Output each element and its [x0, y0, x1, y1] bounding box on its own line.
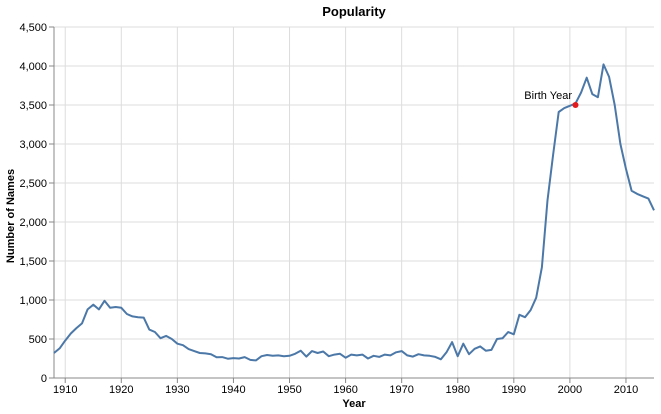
x-tick-label: 1940: [221, 384, 245, 396]
y-tick-label: 4,500: [19, 22, 47, 34]
y-tick-label: 3,500: [19, 100, 47, 112]
x-tick-label: 1970: [389, 384, 413, 396]
x-tick-label: 1990: [502, 384, 526, 396]
chart-title: Popularity: [322, 4, 386, 19]
axes: 0 500 1,000 1,500 2,000 2,500 3,000 3,500 4,000 4…: [19, 22, 654, 396]
x-tick-label: 1960: [333, 384, 357, 396]
birth-year-label: Birth Year: [524, 90, 572, 102]
x-tick-label: 1950: [277, 384, 301, 396]
y-tick-label: 3,000: [19, 139, 47, 151]
y-tick-label: 2,000: [19, 217, 47, 229]
y-tick-label: 1,500: [19, 256, 47, 268]
x-axis-title: Year: [342, 398, 366, 410]
y-tick-label: 1,000: [19, 295, 47, 307]
y-tick-label: 4,000: [19, 61, 47, 73]
x-tick-label: 1920: [109, 384, 133, 396]
y-axis-title: Number of Names: [5, 169, 17, 263]
x-tick-label: 2010: [614, 384, 638, 396]
x-tick-label: 1910: [53, 384, 77, 396]
series: [53, 63, 655, 362]
x-tick-label: 1980: [445, 384, 469, 396]
x-tick-label: 1930: [165, 384, 189, 396]
birth-year-point: [572, 102, 579, 108]
y-tick-label: 2,500: [19, 178, 47, 190]
y-tick-label: 0: [41, 373, 47, 385]
x-tick-label: 2000: [558, 384, 582, 396]
y-tick-label: 500: [29, 334, 47, 346]
grid: [54, 26, 654, 379]
series-line: [53, 63, 655, 362]
annotation: Birth Year: [524, 90, 579, 108]
